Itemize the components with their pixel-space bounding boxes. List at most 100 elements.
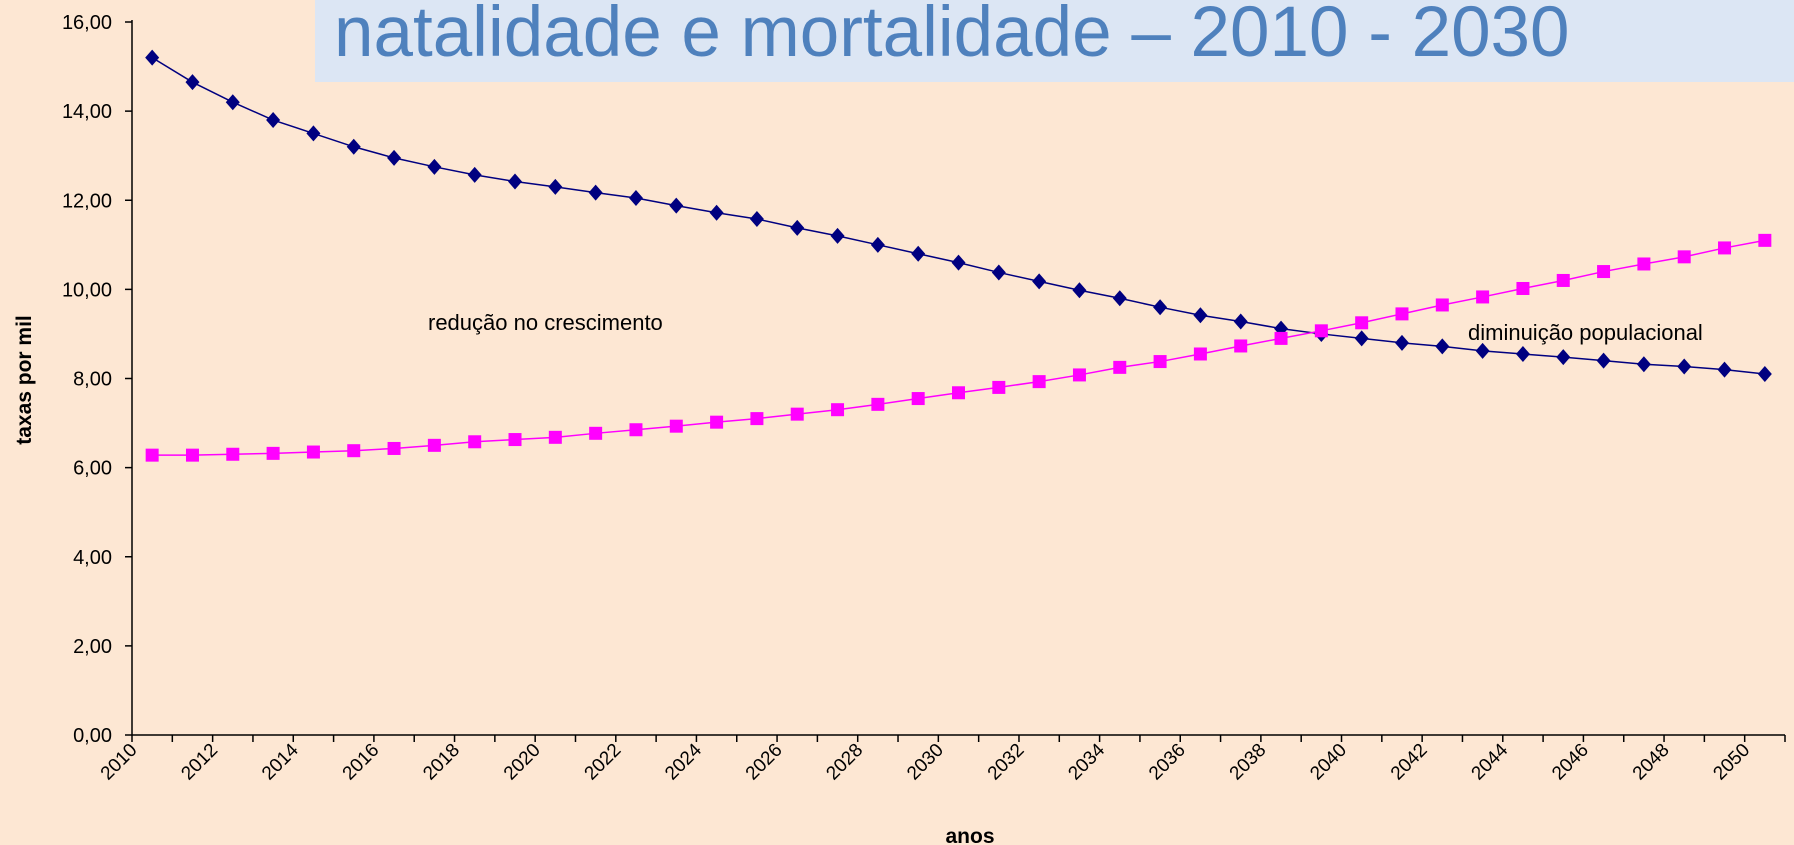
x-tick-label: 2024 xyxy=(661,739,706,784)
marker xyxy=(951,254,966,271)
marker xyxy=(347,444,361,458)
marker xyxy=(1193,307,1208,324)
y-tick-label: 12,00 xyxy=(62,190,112,212)
y-tick-label: 4,00 xyxy=(73,547,112,569)
marker xyxy=(669,419,683,433)
y-tick-label: 10,00 xyxy=(62,279,112,301)
marker xyxy=(1677,358,1692,375)
x-tick-label: 2036 xyxy=(1145,740,1190,785)
marker xyxy=(1274,331,1288,345)
marker xyxy=(1435,298,1449,312)
marker xyxy=(589,426,603,440)
x-tick-label: 2034 xyxy=(1064,739,1109,784)
marker xyxy=(548,178,563,195)
marker xyxy=(1153,355,1167,369)
marker xyxy=(1394,334,1409,351)
marker xyxy=(1597,265,1611,279)
marker xyxy=(710,415,724,429)
y-tick-label: 8,00 xyxy=(73,369,112,391)
marker xyxy=(185,448,199,462)
x-tick-label: 2026 xyxy=(742,740,787,785)
marker xyxy=(266,446,280,460)
x-axis-label: anos xyxy=(945,825,994,845)
marker xyxy=(427,438,441,452)
marker xyxy=(1757,366,1772,383)
marker xyxy=(1193,347,1207,361)
marker xyxy=(226,447,240,461)
marker xyxy=(1677,250,1691,264)
marker xyxy=(1717,361,1732,378)
marker xyxy=(831,403,845,417)
marker xyxy=(830,227,845,244)
marker xyxy=(790,219,805,236)
x-tick-label: 2022 xyxy=(581,740,626,785)
marker xyxy=(952,386,965,400)
marker xyxy=(1556,273,1570,287)
marker xyxy=(991,264,1006,281)
marker xyxy=(1516,281,1530,295)
marker xyxy=(346,138,361,155)
marker xyxy=(790,407,804,421)
marker xyxy=(1637,257,1651,271)
x-tick-label: 2050 xyxy=(1709,740,1754,785)
x-tick-label: 2038 xyxy=(1226,740,1271,785)
marker xyxy=(1515,345,1530,362)
marker xyxy=(145,49,160,66)
marker xyxy=(628,190,643,207)
marker xyxy=(911,245,926,262)
marker xyxy=(508,173,523,190)
marker xyxy=(185,74,200,91)
y-tick-label: 2,00 xyxy=(73,636,112,658)
marker xyxy=(427,158,442,175)
x-tick-label: 2018 xyxy=(419,740,464,785)
x-tick-label: 2048 xyxy=(1629,740,1674,785)
marker xyxy=(1153,299,1168,316)
marker xyxy=(467,166,482,183)
x-tick-label: 2014 xyxy=(258,739,303,784)
marker xyxy=(1435,338,1450,355)
marker xyxy=(1234,339,1248,353)
marker xyxy=(1233,313,1248,330)
y-tick-label: 0,00 xyxy=(73,725,112,747)
marker xyxy=(870,236,885,253)
x-tick-label: 2040 xyxy=(1306,740,1351,785)
marker xyxy=(548,430,562,444)
marker xyxy=(1072,282,1087,299)
marker xyxy=(1032,273,1047,290)
y-tick-label: 14,00 xyxy=(62,101,112,123)
marker xyxy=(1475,342,1490,359)
marker xyxy=(468,435,482,449)
marker xyxy=(629,423,643,437)
marker xyxy=(145,448,159,462)
marker xyxy=(1112,290,1127,307)
marker xyxy=(1476,290,1490,304)
x-tick-label: 2044 xyxy=(1468,739,1513,784)
y-axis-label: taxas por mil xyxy=(13,315,36,445)
x-tick-label: 2030 xyxy=(903,740,948,785)
x-tick-label: 2042 xyxy=(1387,740,1432,785)
marker xyxy=(1636,356,1651,373)
x-tick-label: 2012 xyxy=(177,740,222,785)
annotation: diminuição populacional xyxy=(1468,320,1703,345)
marker xyxy=(1113,360,1127,374)
y-tick-label: 16,00 xyxy=(62,12,112,34)
marker xyxy=(387,149,402,166)
marker xyxy=(306,125,321,142)
y-tick-label: 6,00 xyxy=(73,458,112,480)
marker xyxy=(1072,368,1086,382)
marker xyxy=(911,392,925,406)
marker xyxy=(387,441,401,455)
marker xyxy=(306,445,320,459)
marker xyxy=(871,397,885,411)
chart-title: natalidade e mortalidade – 2010 - 2030 xyxy=(334,0,1570,72)
marker xyxy=(1395,307,1409,321)
marker xyxy=(1355,316,1369,330)
x-tick-label: 2020 xyxy=(500,740,545,785)
marker xyxy=(749,210,764,227)
x-tick-label: 2028 xyxy=(822,740,867,785)
annotation: redução no crescimento xyxy=(428,310,663,335)
marker xyxy=(669,197,684,214)
x-tick-label: 2016 xyxy=(339,740,384,785)
